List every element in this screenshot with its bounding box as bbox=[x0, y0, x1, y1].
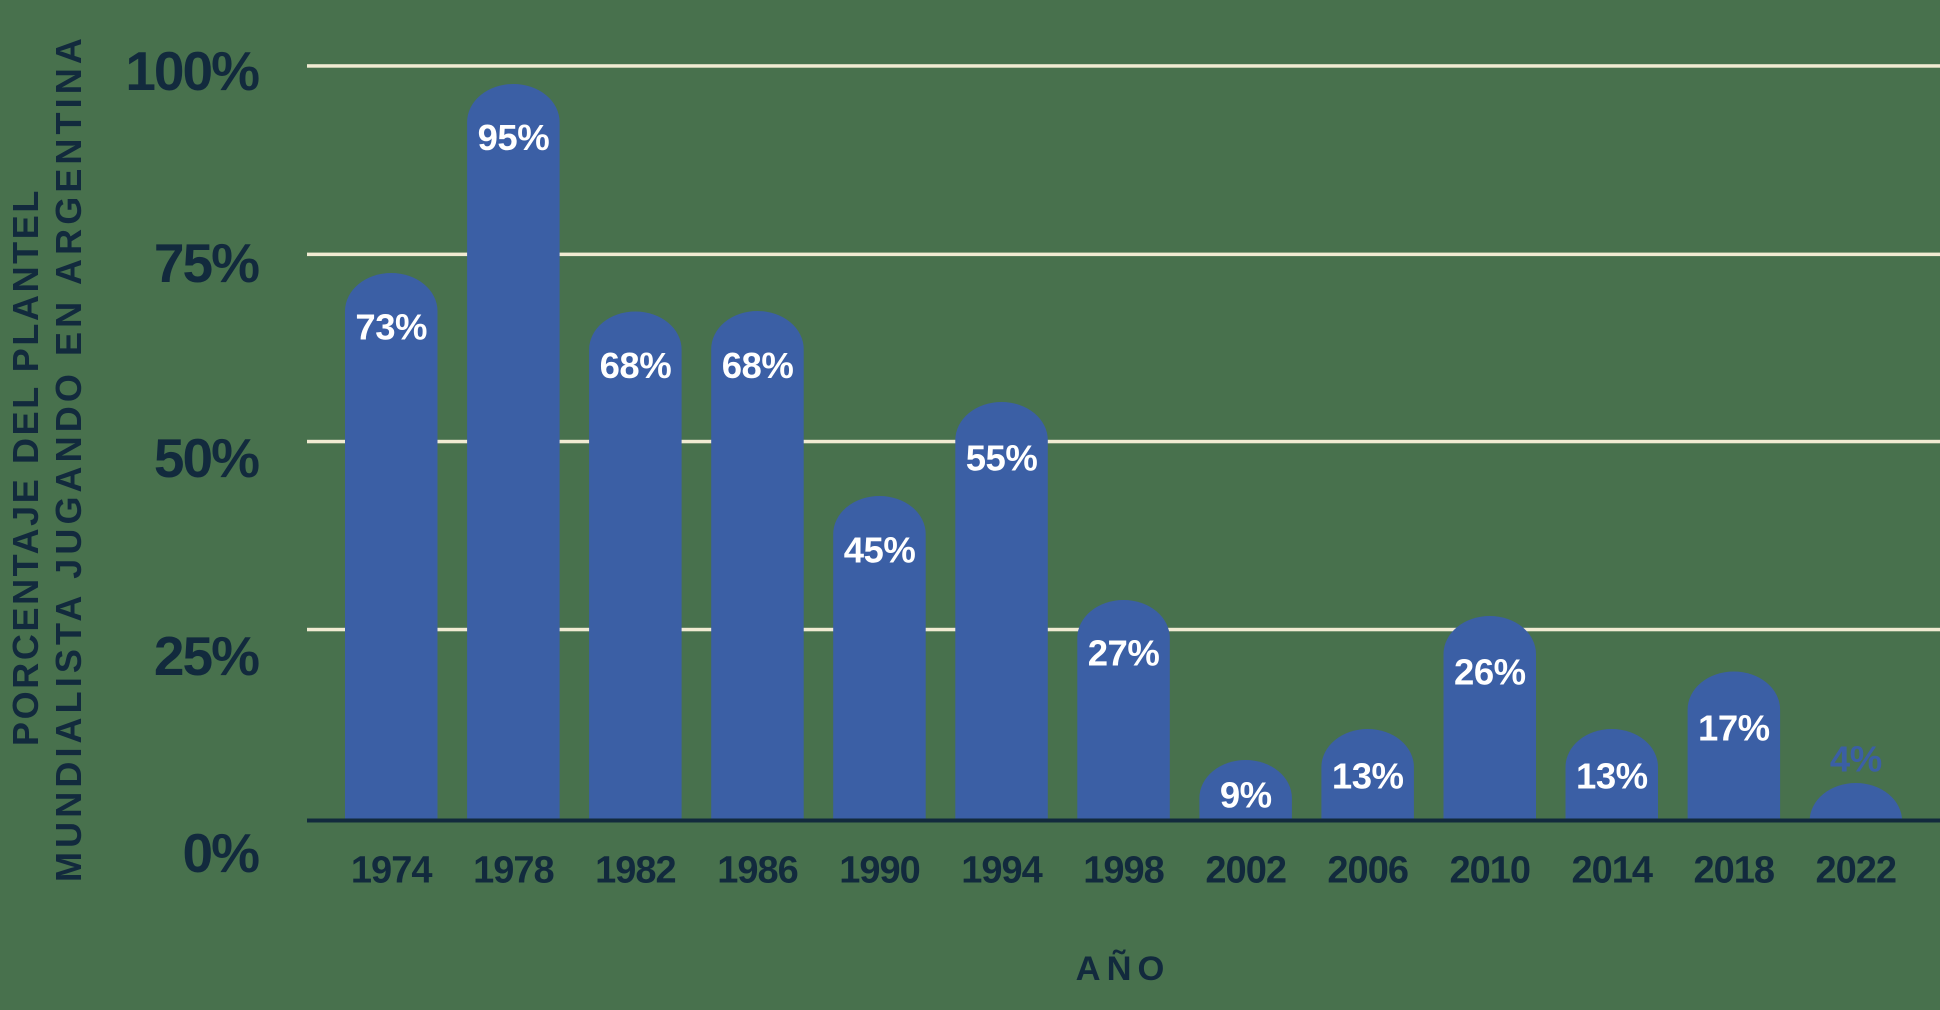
svg-text:1990: 1990 bbox=[839, 849, 920, 891]
svg-text:68%: 68% bbox=[600, 345, 672, 386]
svg-text:75%: 75% bbox=[154, 232, 259, 294]
svg-text:2014: 2014 bbox=[1572, 849, 1653, 891]
svg-text:73%: 73% bbox=[355, 306, 427, 347]
svg-text:13%: 13% bbox=[1576, 755, 1648, 796]
svg-text:25%: 25% bbox=[154, 625, 259, 687]
svg-text:MUNDIALISTA JUGANDO EN ARGENTI: MUNDIALISTA JUGANDO EN ARGENTINA bbox=[48, 34, 89, 882]
svg-text:100%: 100% bbox=[125, 40, 259, 102]
svg-text:2022: 2022 bbox=[1816, 849, 1897, 891]
svg-text:1994: 1994 bbox=[961, 849, 1042, 891]
svg-text:4%: 4% bbox=[1830, 738, 1882, 779]
svg-text:50%: 50% bbox=[154, 427, 259, 489]
svg-text:AÑO: AÑO bbox=[1076, 949, 1171, 988]
svg-text:1982: 1982 bbox=[595, 849, 676, 891]
svg-text:45%: 45% bbox=[844, 529, 916, 570]
svg-text:1974: 1974 bbox=[351, 849, 432, 891]
svg-text:2018: 2018 bbox=[1694, 849, 1775, 891]
svg-text:27%: 27% bbox=[1088, 632, 1160, 673]
svg-text:1986: 1986 bbox=[717, 849, 798, 891]
svg-text:2002: 2002 bbox=[1205, 849, 1286, 891]
svg-text:17%: 17% bbox=[1698, 707, 1770, 748]
svg-text:PORCENTAJE DEL PLANTEL: PORCENTAJE DEL PLANTEL bbox=[5, 188, 46, 746]
svg-text:2006: 2006 bbox=[1327, 849, 1408, 891]
svg-text:1998: 1998 bbox=[1083, 849, 1164, 891]
svg-text:95%: 95% bbox=[478, 117, 550, 158]
svg-text:68%: 68% bbox=[722, 345, 794, 386]
svg-text:26%: 26% bbox=[1454, 651, 1526, 692]
svg-text:55%: 55% bbox=[966, 437, 1038, 478]
svg-text:2010: 2010 bbox=[1450, 849, 1531, 891]
svg-text:9%: 9% bbox=[1220, 774, 1272, 815]
svg-text:0%: 0% bbox=[183, 822, 260, 884]
svg-text:13%: 13% bbox=[1332, 755, 1404, 796]
svg-text:1978: 1978 bbox=[473, 849, 554, 891]
